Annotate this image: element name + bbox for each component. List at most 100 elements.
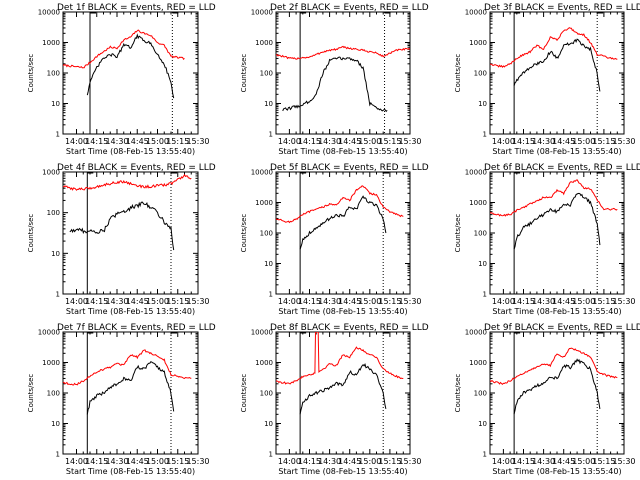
y-tick-label: 1 <box>483 291 487 299</box>
chart-panel-7: Det 7f BLACK = Events, RED = LLD 1 10 100 10… <box>27 323 216 476</box>
events-series-line <box>513 358 601 415</box>
panel-title: Det 3f BLACK = Events, RED = LLD <box>484 3 640 13</box>
events-series-line <box>513 38 601 92</box>
y-tick-label: 100 <box>474 390 487 398</box>
x-tick-label: 14:15 <box>512 297 535 306</box>
series-group <box>490 179 618 250</box>
panel-title: Det 6f BLACK = Events, RED = LLD <box>484 163 640 173</box>
x-tick-label: 15:30 <box>186 297 209 306</box>
y-tick-label: 1000 <box>42 359 60 367</box>
x-tick-label: 14:00 <box>65 457 88 466</box>
plot-frame <box>62 11 199 135</box>
y-tick-label: 10 <box>478 100 487 108</box>
y-tick-label: 10 <box>478 420 487 428</box>
x-axis-label: Start Time (08-Feb-15 13:55:40) <box>492 467 621 476</box>
y-axis-label: Counts/sec <box>240 214 248 253</box>
lld-series-line <box>490 27 618 69</box>
lld-series-line <box>63 29 185 69</box>
y-tick-label: 1000 <box>469 199 487 207</box>
events-series-line <box>299 363 387 415</box>
x-tick-label: 15:00 <box>358 137 381 146</box>
y-axis-label: Counts/sec <box>240 54 248 93</box>
x-tick-label: 14:45 <box>126 297 149 306</box>
x-axis-label: Start Time (08-Feb-15 13:55:40) <box>492 147 621 156</box>
chart-panel-4: Det 4f BLACK = Events, RED = LLD 1 10 100 10… <box>27 163 216 316</box>
y-tick-label: 1000 <box>255 199 273 207</box>
y-axis-label: Counts/sec <box>454 214 462 253</box>
events-series-line <box>513 192 601 250</box>
x-axis-label: Start Time (08-Feb-15 13:55:40) <box>66 147 195 156</box>
series-group <box>490 27 618 92</box>
x-tick-label: 15:30 <box>612 137 635 146</box>
y-tick-label: 100 <box>47 70 60 78</box>
y-tick-label: 10 <box>51 100 60 108</box>
x-tick-label: 14:30 <box>105 457 128 466</box>
x-tick-label: 14:30 <box>318 297 341 306</box>
y-tick-label: 10 <box>264 420 273 428</box>
x-axis-label: Start Time (08-Feb-15 13:55:40) <box>492 307 621 316</box>
panel-title: Det 4f BLACK = Events, RED = LLD <box>57 163 216 173</box>
panel-title: Det 7f BLACK = Events, RED = LLD <box>57 323 216 333</box>
x-tick-label: 15:00 <box>572 297 595 306</box>
y-tick-label: 1 <box>269 451 273 459</box>
chart-panel-2: Det 2f BLACK = Events, RED = LLD 1 10 100 10… <box>240 3 429 156</box>
panel-title: Det 8f BLACK = Events, RED = LLD <box>270 323 429 333</box>
events-series-line <box>86 33 175 99</box>
y-tick-label: 1 <box>483 131 487 139</box>
y-axis-label: Counts/sec <box>454 54 462 93</box>
x-tick-label: 14:30 <box>532 297 555 306</box>
y-tick-label: 10000 <box>38 9 60 17</box>
y-axis-label: Counts/sec <box>240 374 248 413</box>
x-tick-label: 15:15 <box>592 297 615 306</box>
x-tick-label: 14:00 <box>278 297 301 306</box>
x-tick-label: 14:30 <box>532 137 555 146</box>
y-tick-label: 1 <box>56 291 60 299</box>
x-tick-label: 15:15 <box>378 137 401 146</box>
events-series-line <box>282 56 388 113</box>
y-tick-label: 1000 <box>469 359 487 367</box>
x-tick-label: 15:00 <box>146 137 169 146</box>
plot-frame <box>62 331 199 455</box>
series-group <box>490 347 618 415</box>
y-tick-label: 1 <box>269 131 273 139</box>
x-tick-label: 15:30 <box>398 137 421 146</box>
x-tick-label: 14:15 <box>512 137 535 146</box>
x-tick-label: 15:15 <box>592 457 615 466</box>
x-tick-label: 15:15 <box>166 457 189 466</box>
y-tick-label: 10000 <box>251 9 273 17</box>
x-tick-label: 15:30 <box>398 297 421 306</box>
events-series-line <box>299 195 387 250</box>
y-tick-label: 10000 <box>465 329 487 337</box>
x-tick-label: 14:45 <box>338 457 361 466</box>
y-tick-label: 100 <box>474 230 487 238</box>
series-group <box>63 349 192 415</box>
y-axis-label: Counts/sec <box>454 374 462 413</box>
x-tick-label: 15:30 <box>186 137 209 146</box>
lld-series-line <box>276 332 404 385</box>
plot-frame <box>275 11 411 135</box>
x-tick-label: 14:45 <box>126 457 149 466</box>
x-tick-label: 14:45 <box>552 137 575 146</box>
events-series-line <box>86 361 175 415</box>
x-tick-label: 14:45 <box>338 137 361 146</box>
chart-panel-1: Det 1f BLACK = Events, RED = LLD 1 10 100 10… <box>27 3 216 156</box>
x-axis-label: Start Time (08-Feb-15 13:55:40) <box>66 307 195 316</box>
lld-series-line <box>276 185 404 224</box>
y-tick-label: 1000 <box>255 359 273 367</box>
chart-panel-3: Det 3f BLACK = Events, RED = LLD 1 10 100 10… <box>454 3 640 156</box>
series-group <box>276 332 404 415</box>
chart-panel-6: Det 6f BLACK = Events, RED = LLD 1 10 100 10… <box>454 163 640 316</box>
x-tick-label: 15:00 <box>358 297 381 306</box>
chart-panel-5: Det 5f BLACK = Events, RED = LLD 1 10 100 10… <box>240 163 429 316</box>
x-tick-label: 15:00 <box>146 457 169 466</box>
plot-frame <box>275 171 411 295</box>
panel-title: Det 9f BLACK = Events, RED = LLD <box>484 323 640 333</box>
series-group <box>276 185 404 250</box>
x-tick-label: 15:15 <box>378 297 401 306</box>
x-tick-label: 15:15 <box>166 137 189 146</box>
x-tick-label: 15:00 <box>572 137 595 146</box>
panel-title: Det 2f BLACK = Events, RED = LLD <box>270 3 429 13</box>
x-tick-label: 14:15 <box>298 457 321 466</box>
panel-title: Det 1f BLACK = Events, RED = LLD <box>57 3 216 13</box>
x-tick-label: 15:30 <box>186 457 209 466</box>
